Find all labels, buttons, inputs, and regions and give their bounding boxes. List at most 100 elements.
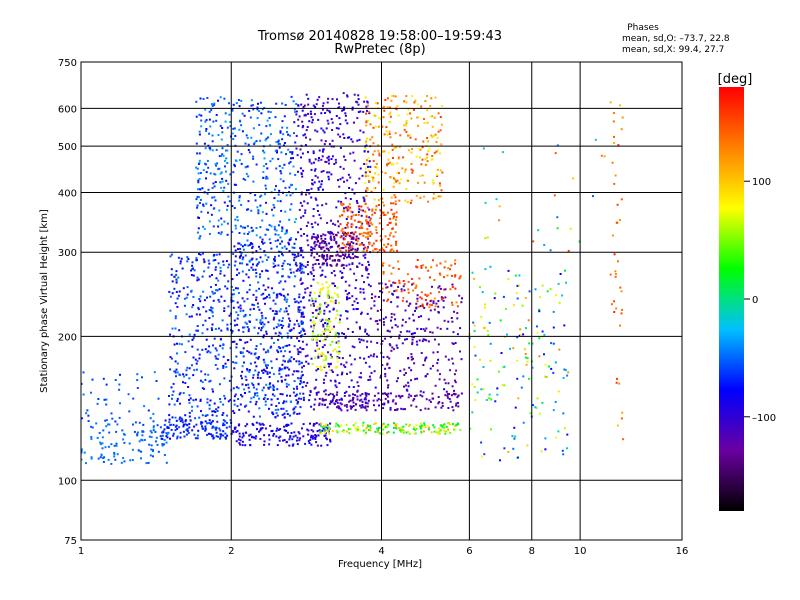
data-point: [195, 259, 198, 262]
data-point: [350, 138, 353, 141]
data-point: [349, 246, 351, 249]
data-point: [281, 336, 283, 339]
data-point: [244, 444, 247, 447]
data-point: [306, 261, 309, 263]
data-point: [372, 142, 375, 145]
data-point: [263, 440, 266, 443]
data-point: [471, 271, 474, 274]
data-point: [281, 126, 284, 129]
data-point: [367, 399, 370, 402]
data-point: [361, 227, 364, 229]
data-point: [252, 293, 255, 296]
data-point: [409, 134, 411, 137]
data-point: [285, 153, 287, 156]
data-point: [173, 343, 176, 346]
data-point: [437, 112, 440, 115]
data-point: [281, 246, 284, 249]
data-point: [451, 301, 453, 304]
data-point: [188, 426, 191, 429]
data-point: [302, 423, 305, 426]
data-point: [346, 372, 348, 375]
data-point: [320, 139, 323, 142]
data-point: [239, 304, 242, 307]
data-point: [297, 370, 300, 373]
data-point: [172, 390, 175, 393]
data-point: [439, 274, 442, 276]
data-point: [381, 228, 384, 230]
data-point: [262, 336, 265, 339]
data-point: [282, 407, 285, 410]
data-point: [294, 263, 297, 266]
data-point: [249, 116, 252, 119]
data-point: [233, 163, 236, 166]
data-point: [554, 152, 557, 155]
data-point: [609, 273, 612, 276]
data-point: [282, 317, 284, 320]
data-point: [153, 371, 156, 374]
data-point: [374, 102, 377, 105]
data-point: [348, 136, 351, 139]
data-point: [356, 398, 359, 401]
data-point: [563, 427, 566, 430]
data-point: [159, 435, 162, 438]
data-point: [392, 266, 395, 269]
data-point: [301, 386, 304, 389]
data-point: [220, 155, 222, 157]
data-point: [244, 375, 247, 378]
data-point: [307, 189, 310, 191]
data-point: [221, 153, 224, 156]
data-point: [289, 263, 291, 266]
data-point: [209, 309, 212, 312]
data-point: [113, 453, 116, 456]
data-point: [365, 249, 368, 252]
data-point: [296, 387, 299, 390]
data-point: [242, 432, 245, 435]
data-point: [387, 386, 389, 389]
data-point: [388, 161, 391, 164]
data-point: [236, 405, 239, 408]
data-point: [182, 423, 185, 426]
data-point: [208, 407, 211, 410]
data-point: [412, 289, 415, 292]
data-point: [410, 358, 413, 361]
data-point: [344, 253, 347, 256]
data-point: [454, 262, 457, 265]
data-point: [405, 338, 408, 341]
data-point: [619, 219, 621, 221]
data-point: [206, 433, 209, 436]
data-point: [174, 371, 177, 374]
data-point: [176, 305, 179, 308]
data-point: [160, 437, 163, 440]
data-point: [108, 431, 111, 434]
data-point: [219, 429, 222, 432]
data-point: [260, 194, 263, 197]
data-point: [312, 316, 315, 318]
data-point: [356, 249, 359, 252]
data-point: [277, 254, 280, 257]
data-point: [329, 438, 331, 441]
data-point: [382, 299, 385, 302]
data-point: [300, 313, 303, 316]
data-point: [321, 253, 324, 256]
data-point: [211, 388, 214, 391]
data-point: [176, 437, 179, 440]
data-point: [392, 235, 395, 238]
data-point: [314, 356, 317, 359]
data-point: [367, 273, 370, 275]
data-point: [145, 462, 148, 465]
data-point: [481, 291, 484, 294]
data-point: [162, 431, 165, 434]
data-point: [291, 444, 294, 447]
data-point: [310, 325, 313, 328]
data-point: [194, 437, 197, 440]
data-point: [300, 375, 303, 378]
data-point: [434, 133, 437, 136]
data-point: [251, 382, 254, 385]
data-point: [331, 155, 334, 158]
data-point: [536, 331, 539, 334]
data-point: [446, 394, 449, 397]
data-point: [314, 221, 317, 224]
data-point: [369, 235, 372, 237]
data-point: [365, 215, 368, 218]
data-point: [343, 210, 346, 213]
